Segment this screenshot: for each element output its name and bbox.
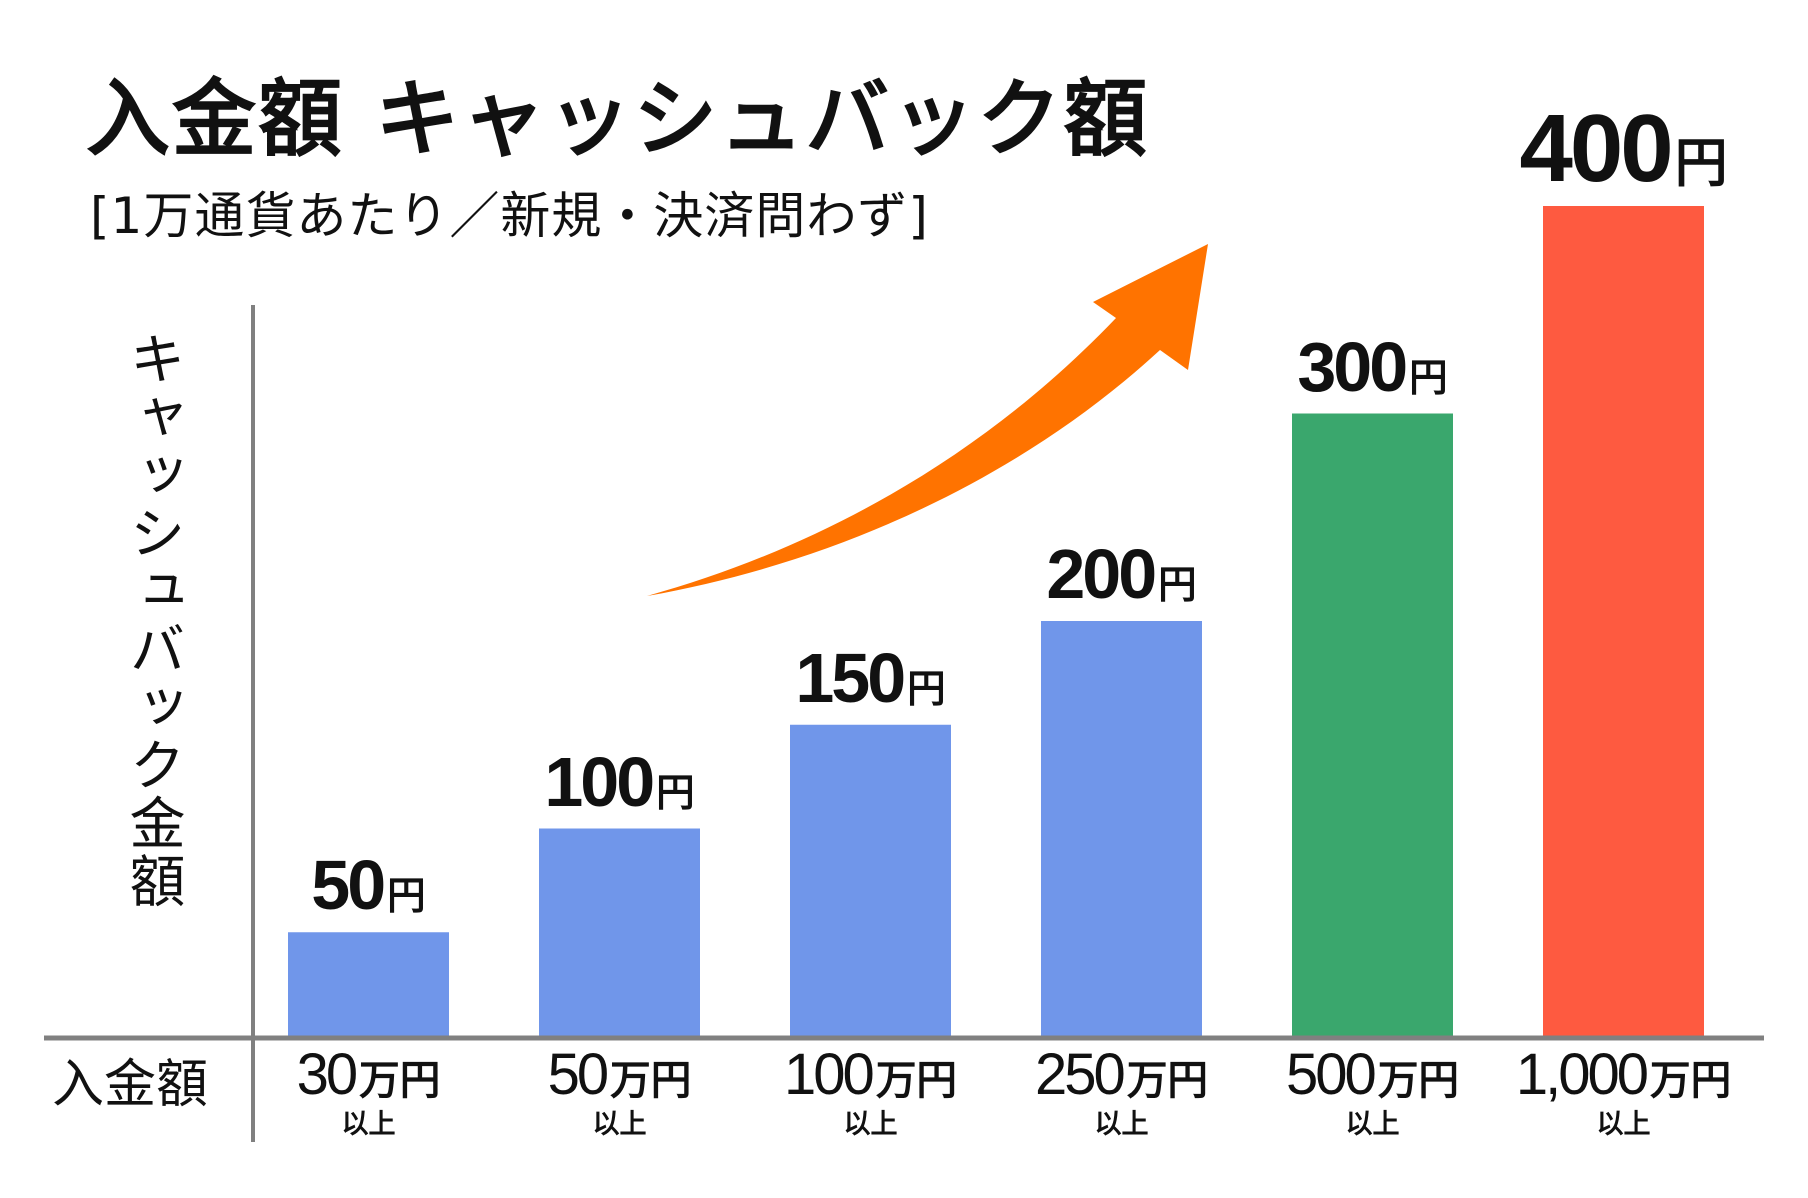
value-label: 150 円 [750, 637, 991, 719]
value-unit: 円 [907, 666, 946, 712]
value-unit: 円 [1158, 563, 1197, 608]
category-label: 30万円以上 [243, 1040, 494, 1141]
value-label: 100 円 [499, 741, 740, 823]
category-unit: 万円 [1126, 1056, 1208, 1104]
arrow-icon [647, 244, 1208, 596]
y-axis-label: キャッシュバック金額 [120, 330, 185, 910]
category-amount: 100 [784, 1042, 875, 1107]
value-number: 150 [795, 638, 906, 717]
value-number: 400 [1519, 95, 1674, 202]
value-unit: 円 [1409, 355, 1448, 401]
value-label: 200 円 [1001, 533, 1242, 615]
value-number: 100 [544, 742, 655, 821]
chart-subtitle: [1万通貨あたり／新規・決済問わず] [90, 187, 929, 245]
x-axis-label: 入金額 [52, 1055, 209, 1115]
category-amount: 1,000 [1515, 1042, 1649, 1107]
value-number: 300 [1297, 327, 1408, 406]
category-unit: 万円 [1377, 1056, 1459, 1104]
value-unit: 円 [656, 770, 695, 816]
category-amount: 250 [1035, 1042, 1126, 1107]
category-label: 50万円以上 [494, 1040, 745, 1141]
category-unit: 万円 [610, 1056, 692, 1104]
category-suffix: 以上 [1094, 1109, 1149, 1140]
bar-1 [539, 828, 700, 1036]
chart-title: 入金額 キャッシュバック額 [86, 70, 1150, 168]
category-amount: 50 [547, 1042, 609, 1107]
bar-3 [1041, 621, 1202, 1036]
bar-0 [288, 932, 449, 1036]
value-unit: 円 [387, 874, 426, 920]
value-label: 300 円 [1252, 326, 1493, 408]
value-number: 200 [1046, 535, 1157, 613]
category-label: 100万円以上 [745, 1040, 996, 1141]
category-suffix: 以上 [341, 1109, 396, 1140]
category-label: 250万円以上 [996, 1040, 1247, 1141]
category-suffix: 以上 [592, 1109, 647, 1140]
category-label: 1,000万円以上 [1498, 1040, 1749, 1141]
value-unit: 円 [1674, 133, 1728, 194]
category-label: 500万円以上 [1247, 1040, 1498, 1141]
category-amount: 500 [1286, 1042, 1377, 1107]
category-suffix: 以上 [1345, 1109, 1400, 1140]
category-unit: 万円 [1650, 1056, 1732, 1104]
bar-2 [790, 724, 951, 1036]
value-number: 50 [311, 846, 386, 925]
bar-4 [1292, 413, 1453, 1036]
category-unit: 万円 [359, 1056, 441, 1104]
value-label: 50 円 [248, 844, 489, 926]
category-suffix: 以上 [843, 1109, 898, 1140]
category-suffix: 以上 [1596, 1109, 1651, 1140]
bar-5 [1543, 206, 1704, 1036]
value-label: 400円 [1503, 92, 1744, 204]
category-amount: 30 [296, 1042, 358, 1107]
category-unit: 万円 [875, 1056, 957, 1104]
